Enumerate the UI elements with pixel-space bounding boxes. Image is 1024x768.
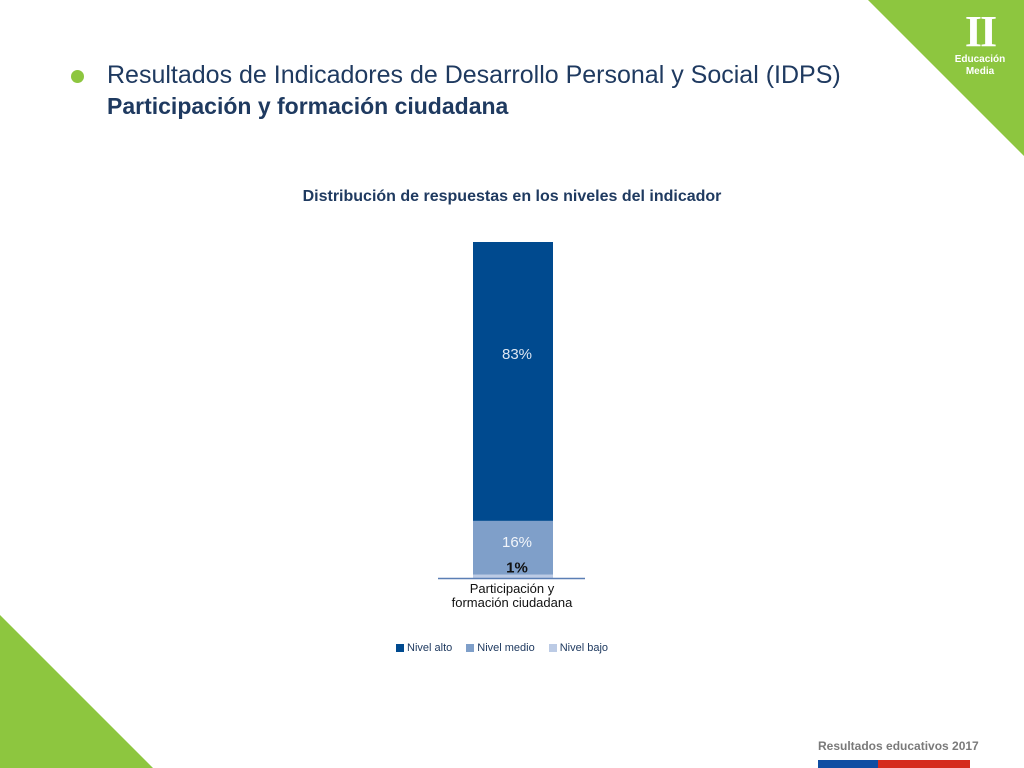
legend-item-nivel-medio: Nivel medio xyxy=(466,642,535,654)
legend-label-nivel-bajo: Nivel bajo xyxy=(559,642,609,654)
x-tick-label-line2: formación ciudadana xyxy=(452,595,573,610)
top-right-green-triangle xyxy=(868,0,1024,156)
bar-segment-nivel-medio xyxy=(473,520,553,575)
page-subtitle: Participación y formación ciudadana xyxy=(107,93,509,119)
level-label-line2: Media xyxy=(965,66,995,77)
bar-segment-nivel-bajo xyxy=(473,574,553,578)
data-label-nivel-bajo: 1% xyxy=(506,560,528,577)
legend-label-nivel-medio: Nivel medio xyxy=(477,642,535,654)
footer-text: Resultados educativos 2017 xyxy=(818,739,979,753)
legend-swatch-nivel-alto xyxy=(396,644,404,652)
page-title: Resultados de Indicadores de Desarrollo … xyxy=(107,61,841,89)
bar-segment-nivel-alto xyxy=(473,242,553,521)
chart-title: Distribución de respuestas en los nivele… xyxy=(302,188,722,205)
footer-flag-stripe xyxy=(818,760,970,768)
legend-swatch-nivel-bajo xyxy=(548,644,557,652)
title-bullet-icon xyxy=(71,70,84,83)
chart-legend: Nivel alto Nivel medio Nivel bajo xyxy=(396,642,608,654)
flag-blue-stripe xyxy=(818,760,878,768)
legend-item-nivel-alto: Nivel alto xyxy=(396,642,452,654)
data-label-nivel-medio: 16% xyxy=(502,534,532,551)
legend-label-nivel-alto: Nivel alto xyxy=(407,642,453,654)
x-tick-label-line1: Participación y xyxy=(470,581,555,596)
legend-swatch-nivel-medio xyxy=(466,644,475,652)
legend-item-nivel-bajo: Nivel bajo xyxy=(548,642,609,654)
level-label-line1: Educación xyxy=(954,54,1006,65)
level-badge: II Educación Media xyxy=(938,10,1022,78)
data-label-nivel-alto: 83% xyxy=(502,346,532,363)
level-roman-numeral: II xyxy=(964,7,997,56)
flag-red-stripe xyxy=(878,760,970,768)
bottom-left-green-triangle xyxy=(0,615,153,768)
